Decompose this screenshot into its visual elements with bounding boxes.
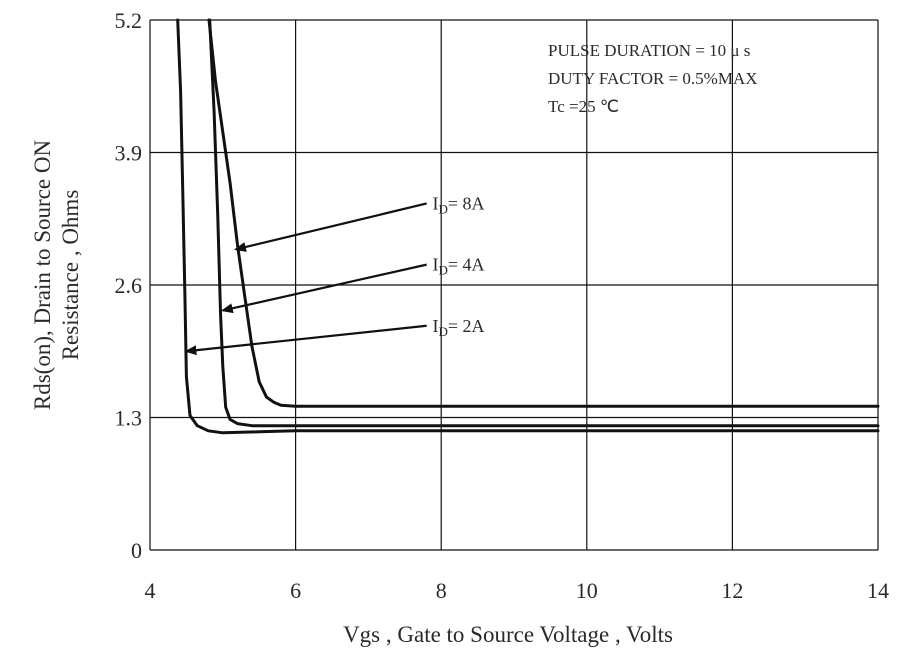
y-tick-label: 2.6 bbox=[115, 273, 143, 298]
series-line-4a bbox=[208, 18, 880, 428]
grid bbox=[149, 19, 879, 551]
conditions-note-line: Tc =25 ℃ bbox=[548, 97, 619, 116]
leader-arrow bbox=[233, 202, 427, 252]
test-conditions-note: PULSE DURATION = 10 μ s DUTY FACTOR = 0.5… bbox=[548, 41, 758, 116]
conditions-note-line: DUTY FACTOR = 0.5%MAX bbox=[548, 69, 758, 88]
leader-arrow bbox=[184, 324, 427, 356]
series-line-8a bbox=[207, 18, 880, 408]
x-tick-label: 4 bbox=[145, 578, 156, 603]
curve-label: ID= 4A bbox=[432, 255, 484, 278]
conditions-note-line: PULSE DURATION = 10 μ s bbox=[548, 41, 750, 60]
curve-labels: ID= 2A ID= 4A ID= 8A bbox=[184, 193, 485, 356]
leader-arrow bbox=[220, 263, 427, 314]
x-tick-label: 10 bbox=[576, 578, 598, 603]
y-axis-label-line1: Rds(on), Drain to Source ON bbox=[30, 140, 55, 411]
y-tick-label: 3.9 bbox=[115, 141, 143, 166]
tick-labels: 4 6 8 10 12 14 0 1.3 2.6 3.9 5.2 bbox=[115, 8, 890, 603]
curve-label: ID= 2A bbox=[432, 316, 484, 339]
series-line-2a bbox=[176, 18, 880, 435]
x-tick-label: 14 bbox=[867, 578, 889, 603]
x-tick-label: 8 bbox=[436, 578, 447, 603]
x-axis-label: Vgs , Gate to Source Voltage , Volts bbox=[343, 622, 673, 647]
curves bbox=[176, 18, 880, 435]
curve-label: ID= 8A bbox=[432, 193, 484, 216]
x-tick-label: 6 bbox=[290, 578, 301, 603]
y-tick-label: 0 bbox=[131, 538, 142, 563]
y-tick-label: 5.2 bbox=[115, 8, 143, 33]
x-tick-label: 12 bbox=[721, 578, 743, 603]
y-tick-label: 1.3 bbox=[115, 406, 143, 431]
y-axis-label-line2: Resistance , Ohms bbox=[58, 190, 83, 361]
